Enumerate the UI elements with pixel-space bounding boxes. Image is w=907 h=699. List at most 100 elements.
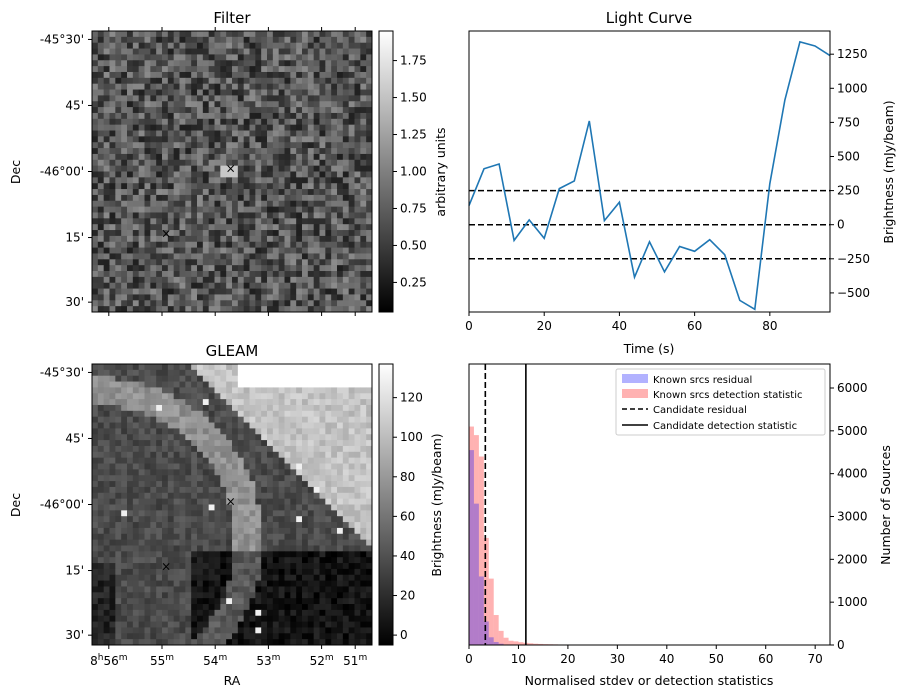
lightcurve-y-ticks: −500 −250 0 250 500 750 1000 1250 [830,47,870,300]
gleam-ra-label: RA [224,673,241,688]
gleam-dec-label: Dec [8,493,23,517]
histogram-bar [498,643,504,645]
histogram-y-label: Number of Sources [878,445,893,565]
gleam-dec-tick-label: -46°00' [40,498,84,512]
lightcurve-y-tick-label: 750 [837,115,860,129]
lightcurve-line [468,40,831,311]
filter-colorbar-tick-label: 1.25 [400,128,427,142]
lightcurve-x-label: Time (s) [623,341,675,356]
lightcurve-x-tick-label: 60 [687,319,702,333]
histogram-legend: Known srcs residual Known srcs detection… [615,368,826,436]
histogram-x-tick-label: 10 [511,652,526,666]
histogram-bar [478,456,484,645]
histogram-bar [493,615,499,645]
filter-dec-tick-label: 30' [65,295,84,309]
filter-colorbar-tick-label: 1.50 [400,91,427,105]
gleam-marker: × [161,559,171,573]
legend-entry-candidate-detection: Candidate detection statistic [653,421,797,432]
lightcurve-x-tick-label: 80 [762,319,777,333]
filter-dec-label: Dec [8,160,23,184]
histogram-x-tick-label: 30 [610,652,625,666]
gleam-ra-tick-label: 8h56m [90,653,127,668]
gleam-dec-tick-label: -45°30' [40,365,84,379]
filter-colorbar-gradient [378,30,394,313]
histogram-bars [469,426,816,645]
filter-image [92,31,373,313]
lightcurve-y-tick-label: 500 [837,149,860,163]
histogram-x-tick-label: 60 [758,652,773,666]
gleam-dec-tick-label: 15' [65,564,84,578]
histogram-bar [483,537,489,645]
lightcurve-x-tick-label: 0 [465,319,473,333]
gleam-dec-tick-label: 45' [65,431,84,445]
histogram-y-tick-label: 3000 [837,509,868,523]
filter-colorbar: 0.25 0.50 0.75 1.00 1.25 1.50 1.75 [378,30,427,313]
histogram-x-tick-label: 20 [560,652,575,666]
histogram-bar [473,435,479,645]
gleam-colorbar-tick-label: 20 [400,589,415,603]
gleam-colorbar: 0 20 40 60 80 100 120 [378,363,423,646]
gleam-ra-tick-label: 52m [310,653,334,668]
histogram-y-tick-label: 6000 [837,381,868,395]
filter-dec-tick-label: -45°30' [40,32,84,46]
filter-colorbar-tick-label: 1.00 [400,165,427,179]
lightcurve-threshold-lines [469,189,830,260]
gleam-markers: ×× [161,495,235,574]
histogram-y-tick-label: 1000 [837,595,868,609]
legend-box [615,368,826,436]
legend-swatch-residual [622,374,648,383]
histogram-bar [503,637,509,645]
filter-colorbar-tick-label: 0.50 [400,238,427,252]
lightcurve-y-tick-label: 1250 [837,47,868,61]
histogram-y-ticks: 0 1000 2000 3000 4000 5000 6000 [830,381,868,652]
histogram-x-label: Normalised stdev or detection statistics [525,673,774,688]
gleam-marker: × [226,495,236,509]
histogram-candidate-lines [484,364,527,645]
histogram-x-tick-label: 70 [808,652,823,666]
histogram-bar [498,630,504,645]
histogram-bar [488,578,494,645]
histogram-panel: 0 10 20 30 40 50 60 70 0 1000 2000 3000 4000 5000 600… [465,363,893,688]
gleam-panel: GLEAM -45°30' 45' -46°00' 15' 30' Dec 8h56m 5… [8,342,444,688]
histogram-bar [508,640,514,645]
lightcurve-x-ticks: 0 20 40 60 80 [465,312,777,333]
filter-dec-ticks: -45°30' 45' -46°00' 15' 30' [40,32,92,309]
filter-markers: ×× [161,162,235,241]
filter-ra-tickmarks [108,27,356,316]
lightcurve-y-tick-label: −250 [837,252,870,266]
gleam-colorbar-gradient [378,363,394,646]
histogram-bar [478,576,484,645]
filter-marker: × [226,162,236,176]
gleam-colorbar-tick-label: 80 [400,470,415,484]
filter-colorbar-label: arbitrary units [433,127,448,216]
gleam-dec-ticks: -45°30' 45' -46°00' 15' 30' [40,365,92,642]
histogram-y-tick-label: 2000 [837,552,868,566]
legend-entry-detection: Known srcs detection statistic [653,390,802,401]
gleam-ra-tick-label: 54m [203,653,227,668]
lightcurve-plot-area [469,31,830,312]
lightcurve-y-tick-label: −500 [837,286,870,300]
histogram-x-tick-label: 40 [659,652,674,666]
gleam-ra-tick-label: 51m [343,653,367,668]
gleam-colorbar-tick-label: 60 [400,509,415,523]
histogram-y-tick-label: 0 [837,638,845,652]
filter-colorbar-tick-label: 0.25 [400,275,427,289]
lightcurve-x-tick-label: 40 [612,319,627,333]
lightcurve-title: Light Curve [606,9,692,27]
lightcurve-panel: Light Curve 0 20 40 60 80 −500 −250 0 250 500 750… [465,9,896,356]
filter-dec-tick-label: -46°00' [40,165,84,179]
gleam-image [92,364,373,646]
histogram-bar [483,621,489,645]
gleam-dec-tick-label: 30' [65,628,84,642]
lightcurve-frame [468,30,831,313]
legend-swatch-detection [622,389,648,398]
gleam-colorbar-label: Brightness (mJy/beam) [429,433,444,576]
histogram-bar [513,641,519,645]
histogram-frame [468,363,831,646]
gleam-colorbar-tick-label: 0 [400,628,408,642]
lightcurve-y-label: Brightness (mJy/beam) [881,100,896,243]
gleam-title: GLEAM [206,342,259,360]
histogram-x-tick-label: 0 [465,652,473,666]
histogram-bar [469,450,474,645]
